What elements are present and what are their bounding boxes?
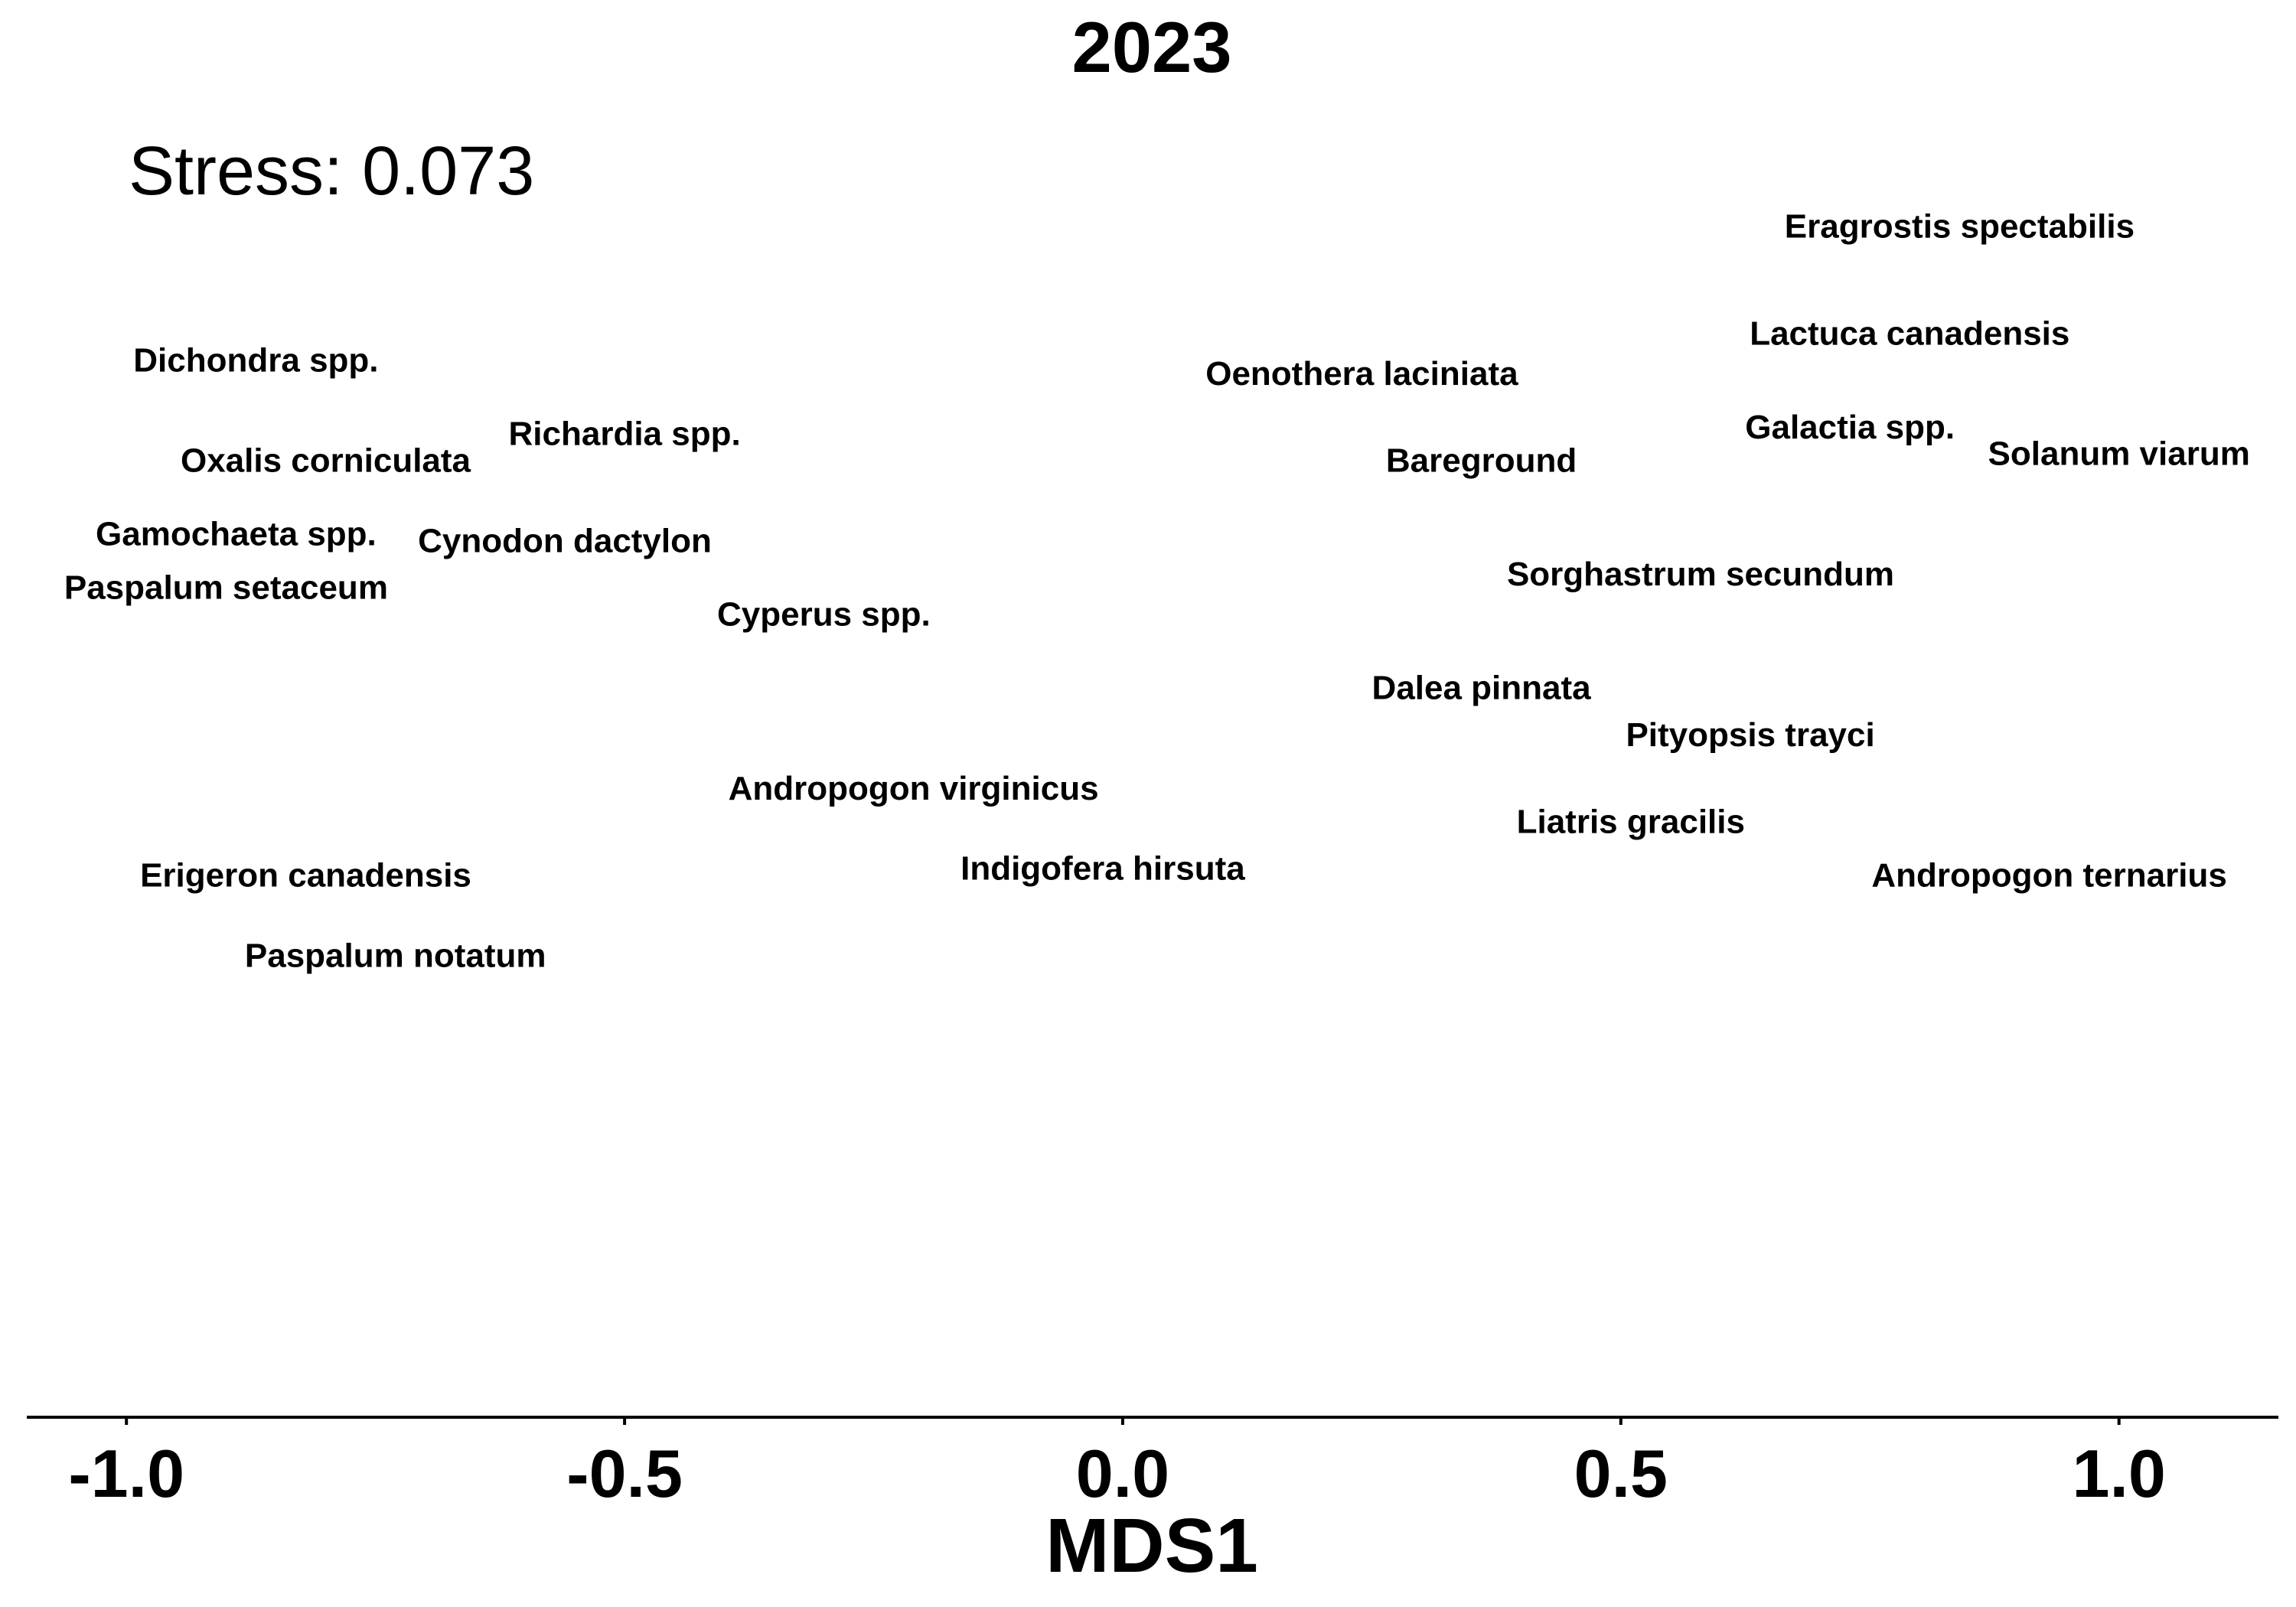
species-label: Galactia spp.	[1745, 409, 1955, 446]
species-label: Richardia spp.	[509, 416, 741, 453]
chart-title: 2023	[1071, 7, 1231, 87]
species-label: Paspalum setaceum	[64, 569, 388, 607]
species-label: Oxalis corniculata	[181, 442, 471, 480]
x-tick-label: 1.0	[2073, 1436, 2166, 1511]
species-label: Dalea pinnata	[1372, 670, 1592, 707]
species-label: Lactuca canadensis	[1750, 315, 2069, 352]
x-tick-label: -1.0	[68, 1436, 184, 1511]
stress-annotation: Stress: 0.073	[129, 133, 534, 210]
x-axis-title: MDS1	[1045, 1503, 1258, 1589]
species-label: Sorghastrum secundum	[1507, 556, 1894, 593]
x-tick-label: -0.5	[566, 1436, 683, 1511]
species-label: Gamochaeta spp.	[96, 516, 377, 553]
species-label: Oenothera laciniata	[1205, 355, 1518, 393]
species-label: Andropogon virginicus	[729, 770, 1099, 807]
species-label: Solanum viarum	[1988, 435, 2250, 473]
x-tick-label: 0.0	[1076, 1436, 1169, 1511]
species-label: Paspalum notatum	[245, 937, 546, 974]
species-labels: Eragrostis spectabilis Lactuca canadensis…	[64, 208, 2250, 975]
species-label: Liatris gracilis	[1517, 804, 1745, 841]
x-tick-label: 0.5	[1574, 1436, 1668, 1511]
x-axis: -1.0 -0.5 0.0 0.5 1.0	[27, 1416, 2278, 1511]
species-label: Cyperus spp.	[717, 596, 931, 634]
species-label: Andropogon ternarius	[1871, 856, 2226, 894]
species-label: Bareground	[1386, 442, 1577, 480]
species-label: Pityopsis trayci	[1626, 716, 1874, 754]
species-label: Cynodon dactylon	[418, 522, 712, 559]
species-label: Dichondra spp.	[133, 341, 378, 379]
species-label: Eragrostis spectabilis	[1785, 208, 2135, 246]
species-label: Indigofera hirsuta	[960, 850, 1245, 888]
species-label: Erigeron canadensis	[140, 856, 471, 894]
